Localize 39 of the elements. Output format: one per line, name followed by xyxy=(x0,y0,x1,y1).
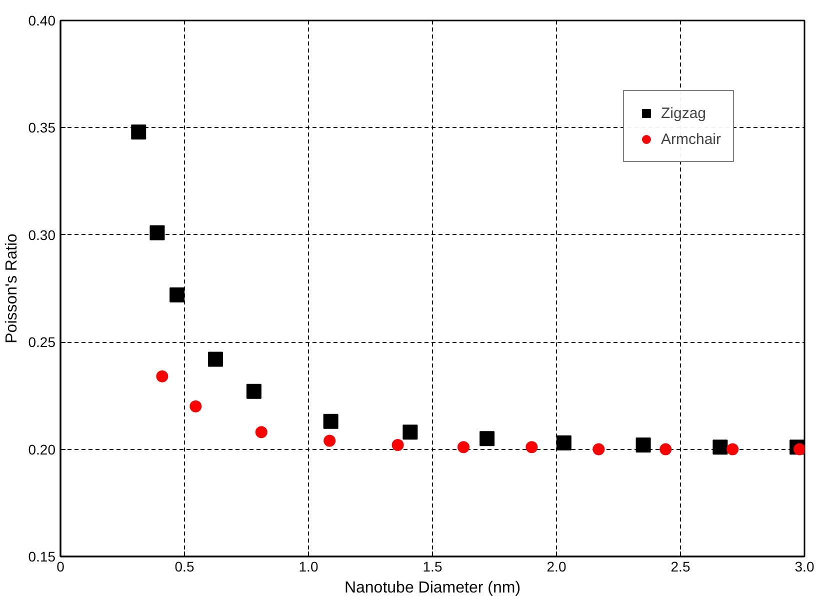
point xyxy=(323,414,338,429)
point xyxy=(556,435,572,450)
y-tick-label: 0.30 xyxy=(28,226,56,243)
point xyxy=(712,440,728,455)
point xyxy=(170,287,185,302)
point xyxy=(726,443,739,456)
y-tick-label: 0.15 xyxy=(28,548,56,564)
point xyxy=(324,434,336,447)
point xyxy=(480,431,495,446)
y-axis-title: Poisson's Ratio xyxy=(3,234,20,344)
x-axis-title: Nanotube Diameter (nm) xyxy=(344,580,521,596)
point xyxy=(636,438,651,453)
point xyxy=(458,441,470,454)
y-tick-label: 0.40 xyxy=(28,12,56,28)
point xyxy=(190,400,202,412)
x-tick-label: 1.5 xyxy=(422,558,442,574)
point xyxy=(150,225,165,240)
legend-label: Zigzag xyxy=(660,104,706,122)
y-tick-label: 0.20 xyxy=(28,441,56,458)
point xyxy=(208,352,223,367)
x-tick-label: 2.5 xyxy=(670,558,690,574)
y-tick-label: 0.25 xyxy=(28,334,56,350)
x-tick-label: 0 xyxy=(56,558,65,574)
y-tick-label: 0.35 xyxy=(28,120,56,136)
legend-label: Armchair xyxy=(660,130,721,148)
x-tick-label: 3.0 xyxy=(794,558,814,574)
point xyxy=(402,424,418,440)
x-tick-label: 0.5 xyxy=(174,558,194,574)
point xyxy=(255,426,268,438)
point xyxy=(156,370,168,382)
point xyxy=(246,384,262,399)
point xyxy=(392,439,404,451)
point xyxy=(592,443,605,456)
point xyxy=(131,124,146,140)
x-tick-label: 2.0 xyxy=(546,558,566,574)
point xyxy=(526,441,538,454)
point xyxy=(660,443,672,456)
point xyxy=(794,443,804,456)
x-tick-label: 1.0 xyxy=(298,558,318,574)
